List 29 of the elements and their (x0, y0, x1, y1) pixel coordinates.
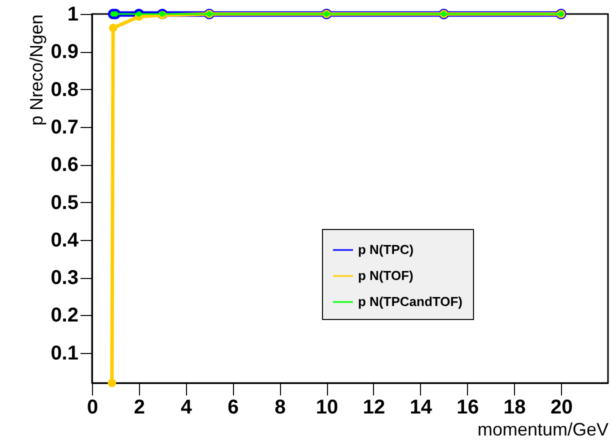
legend-label: p N(TPC) (358, 242, 414, 257)
point (108, 24, 118, 32)
y-axis-title: p Nreco/Ngen (26, 14, 47, 126)
y-tick-label: 1 (67, 4, 78, 26)
y-tick-label: 0.9 (50, 41, 78, 64)
y-tick-label: 0.1 (50, 342, 78, 364)
x-tick-label: 18 (504, 396, 526, 418)
y-tick-label: 0.3 (50, 267, 78, 290)
y-tick-label: 0.6 (50, 154, 78, 176)
x-tick-label: 0 (86, 396, 98, 418)
x-tick-label: 6 (228, 396, 239, 418)
x-tick-label: 2 (134, 396, 145, 418)
y-tick-label: 0.2 (50, 304, 78, 327)
x-tick-label: 20 (550, 396, 573, 418)
y-tick-label: 0.4 (50, 229, 80, 252)
x-tick-label: 4 (180, 396, 193, 418)
x-tick-label: 10 (316, 396, 338, 418)
y-tick-label: 0.7 (50, 116, 78, 138)
y-tick-label: 0.5 (50, 192, 78, 214)
y-tick-label: 0.8 (50, 78, 78, 101)
x-tick-label: 12 (362, 396, 386, 418)
legend-label: p N(TOF) (358, 268, 414, 283)
legend-label: p N(TPCandTOF) (358, 294, 462, 309)
point (108, 378, 116, 388)
x-tick-label: 14 (410, 396, 433, 418)
x-tick-label: 16 (456, 396, 479, 418)
x-tick-label: 8 (274, 396, 286, 418)
point (136, 11, 142, 17)
x-axis-title: momentum/GeV (477, 420, 608, 440)
